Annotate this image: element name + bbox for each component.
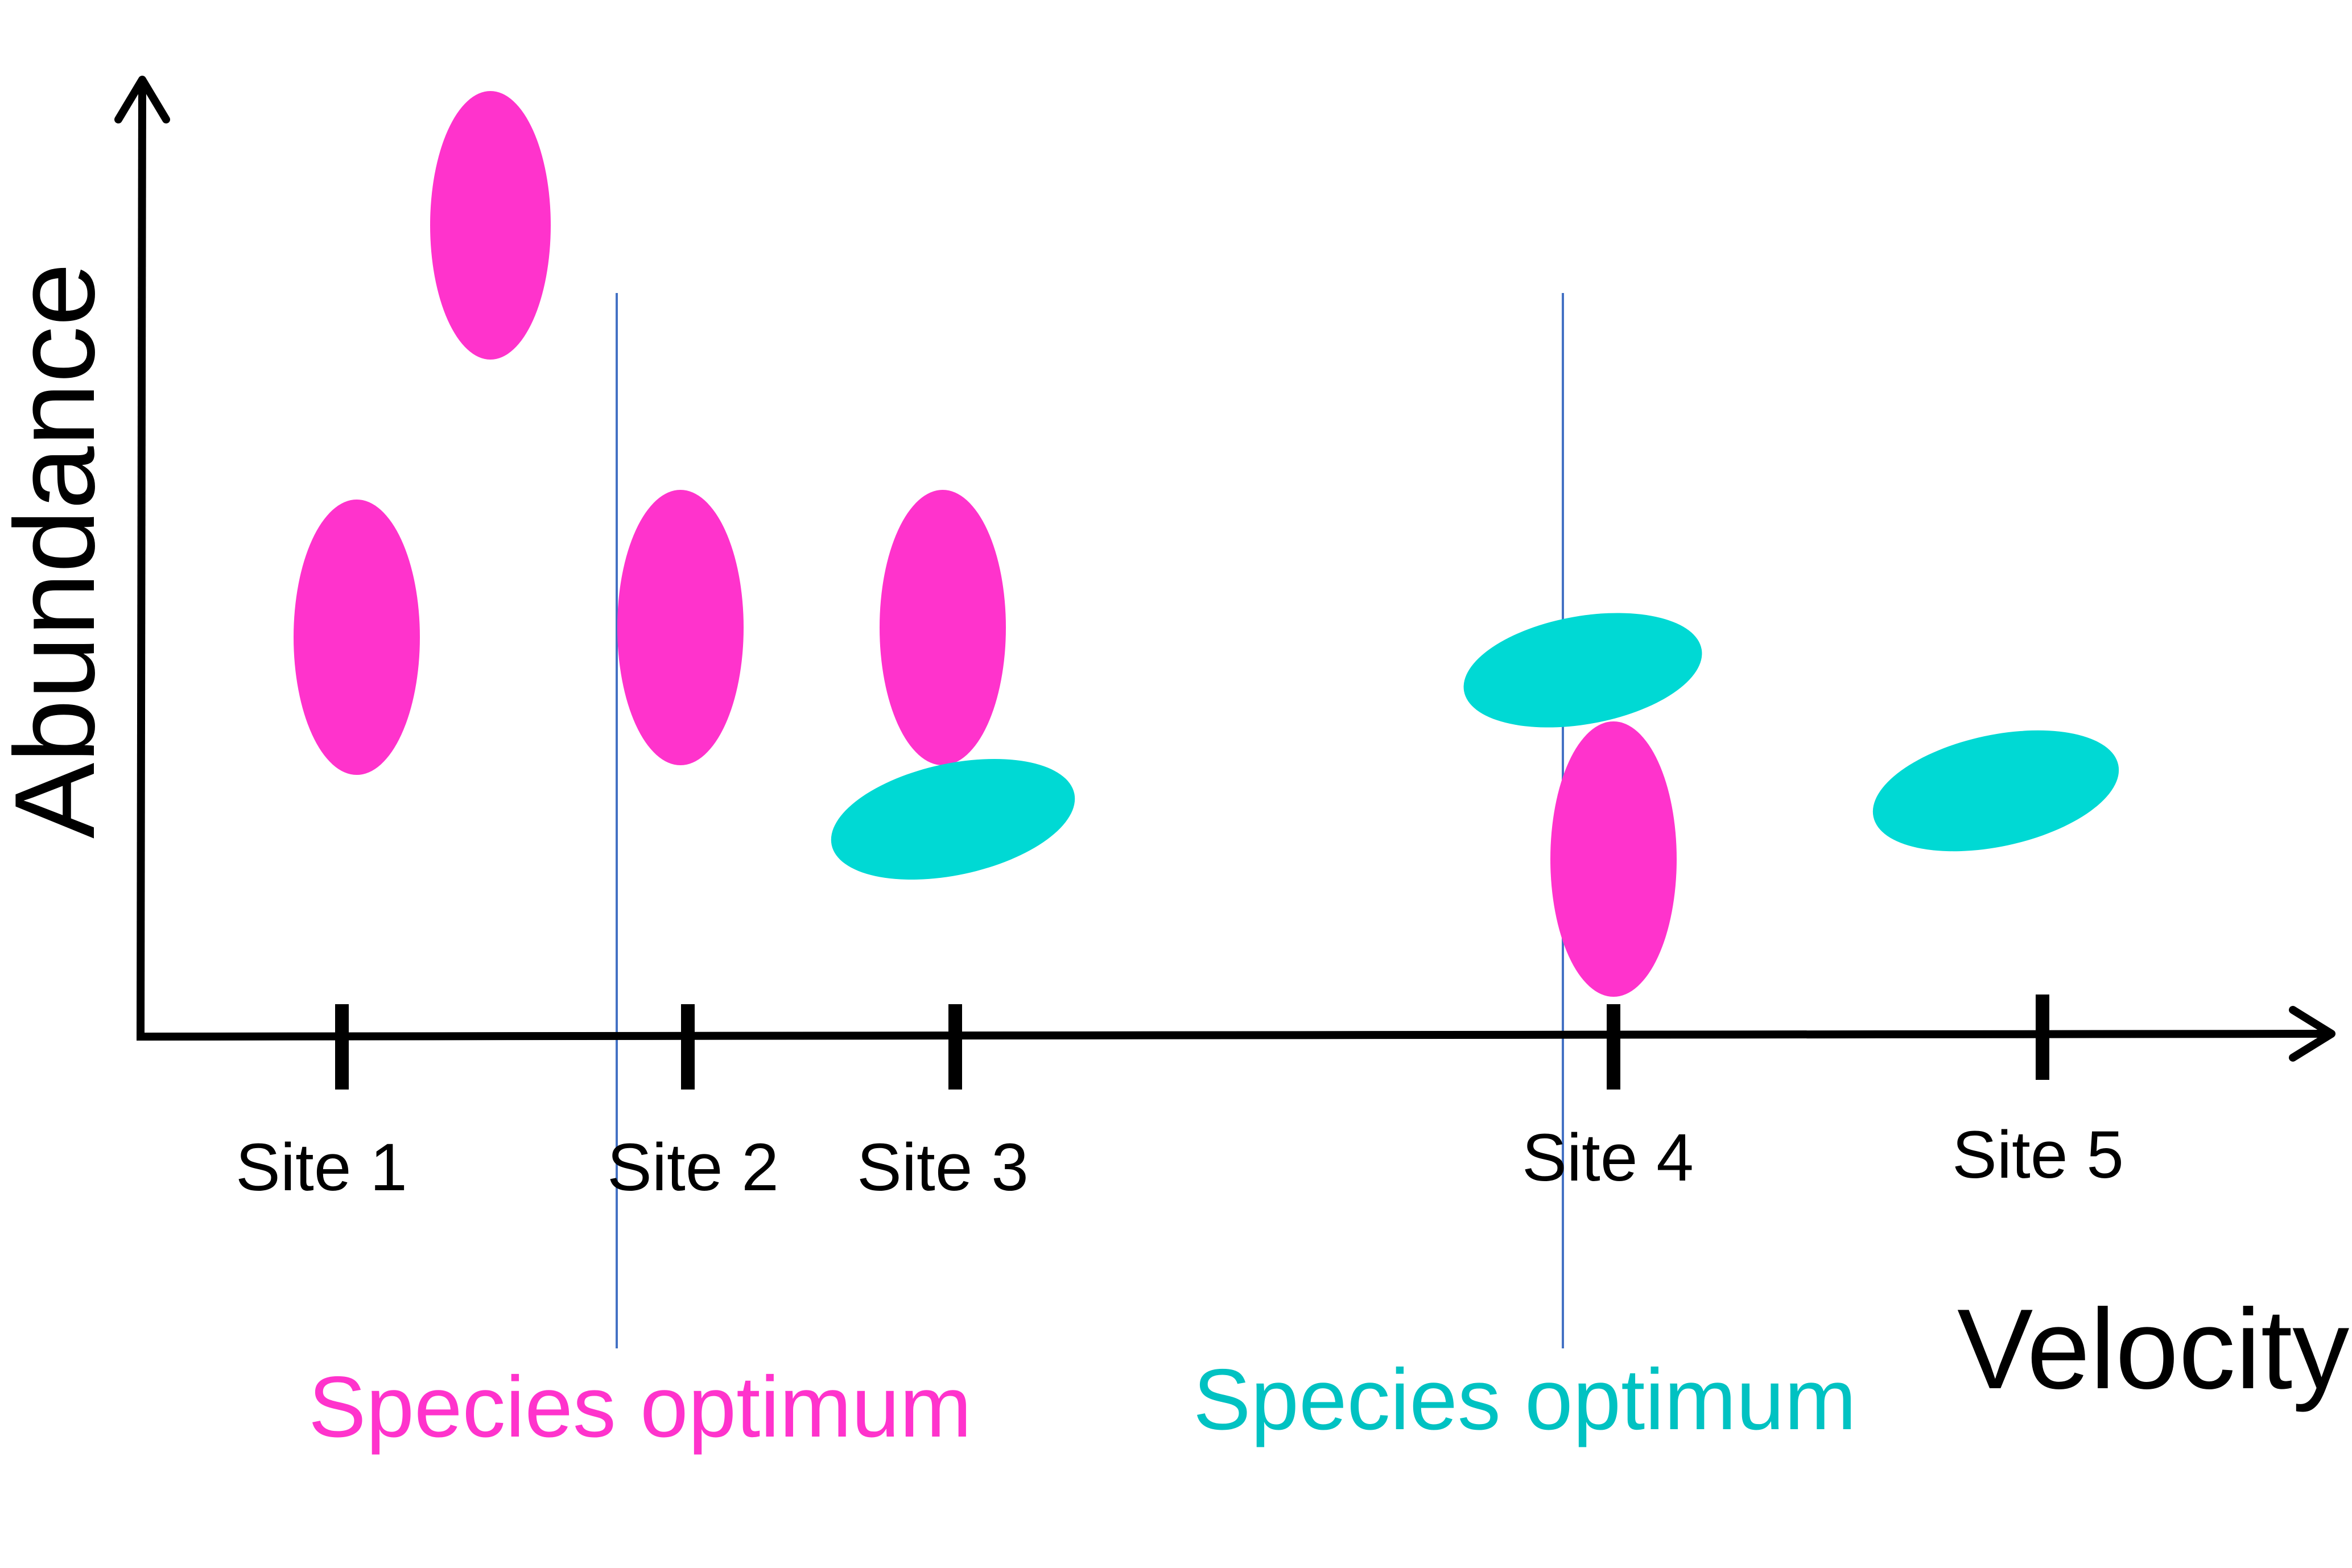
site-label-1: Site 1 — [236, 1130, 407, 1205]
site-label-4: Site 4 — [1522, 1120, 1694, 1195]
teal-species-blob — [831, 758, 1075, 880]
site-label-3: Site 3 — [857, 1130, 1029, 1205]
y-axis-title: Abundance — [0, 263, 118, 839]
pink-species-blob — [617, 490, 744, 765]
x-axis — [136, 1030, 2328, 1041]
pink-species-blob — [1550, 721, 1677, 997]
teal-species-blob — [1463, 613, 1702, 728]
y-axis-arrowhead — [114, 76, 170, 123]
x-axis-arrowhead — [2289, 1006, 2336, 1062]
pink-species-blob — [294, 500, 420, 775]
teal-species-blob — [1872, 730, 2119, 852]
site-label-5: Site 5 — [1952, 1117, 2124, 1192]
site-label-2: Site 2 — [607, 1130, 779, 1205]
x-axis-title: Velocity — [1957, 1286, 2349, 1413]
pink-optimum-label: Species optimum — [308, 1359, 972, 1455]
pink-species-blob — [880, 490, 1006, 765]
y-axis — [137, 85, 146, 1037]
pink-species-blob — [430, 91, 551, 360]
teal-optimum-label: Species optimum — [1193, 1351, 1856, 1448]
